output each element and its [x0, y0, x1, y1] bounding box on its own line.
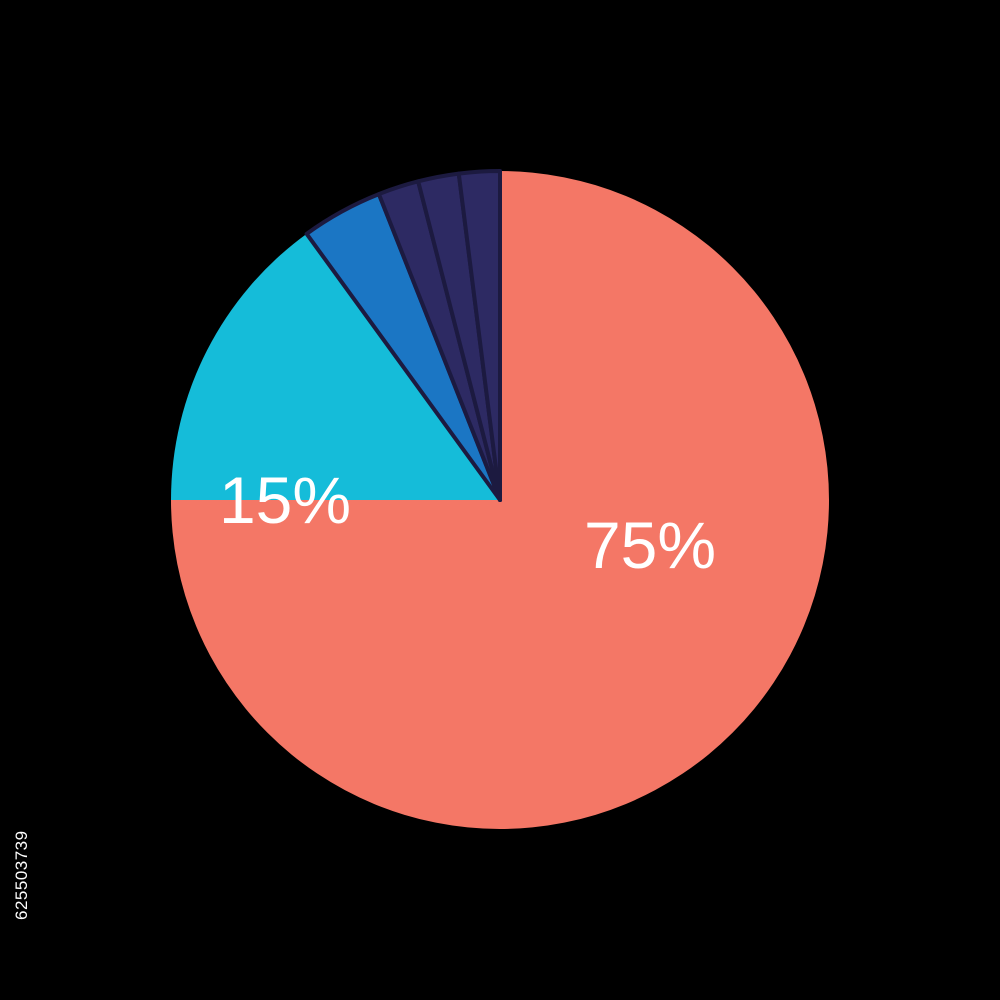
pie-slice-label-1: 75%: [584, 508, 716, 582]
pie-slice-label-2: 15%: [219, 463, 351, 537]
pie-slices: [171, 168, 829, 829]
pie-labels: 75% 15%: [219, 463, 716, 582]
stock-id-watermark: 625503739: [12, 830, 31, 920]
pie-slice-6: [456, 168, 502, 502]
pie-slice-2: [171, 233, 500, 500]
